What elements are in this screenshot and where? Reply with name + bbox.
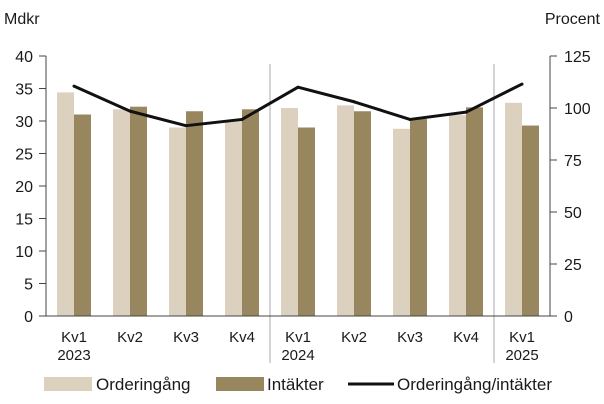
legend-label-ratio: Orderingång/intäkter: [397, 375, 552, 394]
intakter-bar: [130, 106, 147, 316]
left-axis-tick-label: 20: [15, 179, 33, 196]
left-axis-tick-label: 25: [15, 147, 33, 164]
x-axis-tick-label: Kv1: [509, 329, 535, 346]
left-axis-tick-label: 30: [15, 114, 33, 131]
left-axis-tick-label: 5: [24, 277, 33, 294]
x-axis-tick-label: Kv3: [397, 329, 423, 346]
x-axis-year-label: 2025: [505, 347, 538, 364]
x-axis-tick-label: Kv2: [341, 329, 367, 346]
left-axis-tick-label: 40: [15, 49, 33, 66]
intakter-bar: [466, 107, 483, 316]
orderingang-bar: [113, 109, 130, 316]
intakter-bar: [186, 111, 203, 316]
orderingang-bar: [449, 115, 466, 317]
intakter-bar: [74, 114, 91, 316]
left-axis-tick-label: 0: [24, 309, 33, 326]
right-axis-tick-label: 125: [564, 49, 591, 66]
orderingang-bar: [393, 128, 410, 316]
right-axis-tick-label: 75: [564, 153, 582, 170]
legend-swatch-orderingang: [44, 377, 92, 391]
orderingang-bar: [169, 127, 186, 316]
ratio-line-point: [464, 110, 468, 114]
x-axis-tick-label: Kv4: [229, 329, 255, 346]
x-axis-year-label: 2023: [57, 347, 90, 364]
legend-label-orderingang: Orderingång: [96, 375, 191, 394]
orderingang-bar: [337, 105, 354, 317]
intakter-bar: [522, 125, 539, 316]
x-axis-tick-label: Kv1: [61, 329, 87, 346]
intakter-bar: [298, 127, 315, 316]
x-axis-year-label: 2024: [281, 347, 314, 364]
ratio-line-point: [128, 109, 132, 113]
ratio-line-point: [408, 117, 412, 121]
left-axis-tick-label: 35: [15, 82, 33, 99]
x-axis-tick-label: Kv1: [285, 329, 311, 346]
orderingang-bar: [57, 92, 74, 317]
ratio-line-point: [184, 124, 188, 128]
right-axis-tick-label: 100: [564, 101, 591, 118]
ratio-line-point: [72, 84, 76, 88]
left-axis-unit-label: Mdkr: [4, 11, 40, 28]
ratio-line-point: [520, 82, 524, 86]
ratio-line-point: [352, 100, 356, 104]
legend-swatch-intakter: [216, 377, 264, 391]
right-axis-unit-label: Procent: [545, 11, 601, 28]
x-axis-tick-label: Kv2: [117, 329, 143, 346]
orderingang-bar: [281, 108, 298, 316]
x-axis-tick-label: Kv3: [173, 329, 199, 346]
ratio-line-point: [240, 117, 244, 121]
intakter-bar: [242, 109, 259, 316]
intakter-bar: [354, 111, 371, 316]
orderingang-bar: [505, 102, 522, 316]
left-axis-tick-label: 10: [15, 244, 33, 261]
ratio-line-point: [296, 85, 300, 89]
right-axis-tick-label: 50: [564, 205, 582, 222]
x-axis-tick-label: Kv4: [453, 329, 479, 346]
legend-label-intakter: Intäkter: [267, 375, 324, 394]
intakter-bar: [410, 119, 427, 316]
right-axis-tick-label: 25: [564, 257, 582, 274]
right-axis-tick-label: 0: [564, 309, 573, 326]
left-axis-tick-label: 15: [15, 212, 33, 229]
orderingang-bar: [225, 121, 242, 316]
